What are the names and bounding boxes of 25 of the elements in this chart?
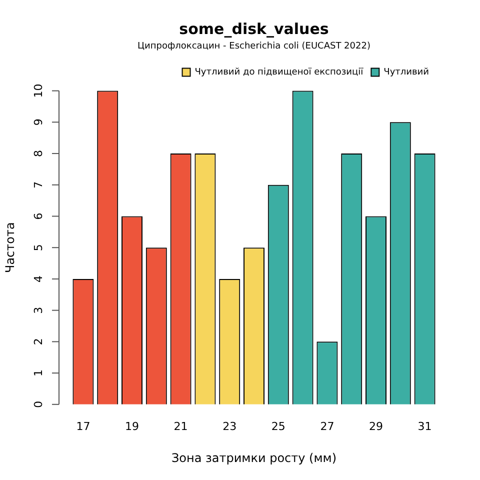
y-tick-label: 6 — [32, 212, 45, 220]
y-tick-label: 9 — [32, 118, 45, 126]
y-tick-label: 10 — [32, 84, 45, 98]
y-tick-label: 1 — [32, 370, 45, 377]
y-tick-label: 2 — [32, 338, 45, 346]
x-tick-label: 25 — [271, 420, 286, 433]
y-tick-label: 8 — [32, 150, 45, 158]
chart-subtitle: Ципрофлоксацин - Escherichia coli (EUCAST 2022) — [138, 42, 370, 52]
x-tick-label: 19 — [125, 420, 139, 433]
x-tick-label: 29 — [369, 420, 383, 433]
legend-label: Чутливий до підвищеної експозиції — [194, 68, 364, 78]
x-tick-label: 27 — [320, 420, 334, 433]
y-tick-label: 4 — [32, 275, 45, 282]
chart-title: some_disk_values — [179, 20, 329, 38]
x-tick-label: 17 — [76, 420, 90, 433]
y-axis-title: Частота — [3, 222, 18, 274]
y-tick-label: 7 — [32, 181, 45, 188]
x-tick-label: 21 — [174, 420, 188, 433]
x-tick-label: 23 — [222, 420, 237, 433]
y-tick-label: 5 — [32, 244, 45, 252]
y-tick-label: 3 — [32, 306, 45, 314]
legend-label: Чутливий — [384, 68, 430, 78]
x-axis-title: Зона затримки росту (мм) — [171, 450, 337, 465]
y-tick-label: 0 — [32, 400, 45, 408]
x-tick-label: 31 — [418, 420, 432, 433]
